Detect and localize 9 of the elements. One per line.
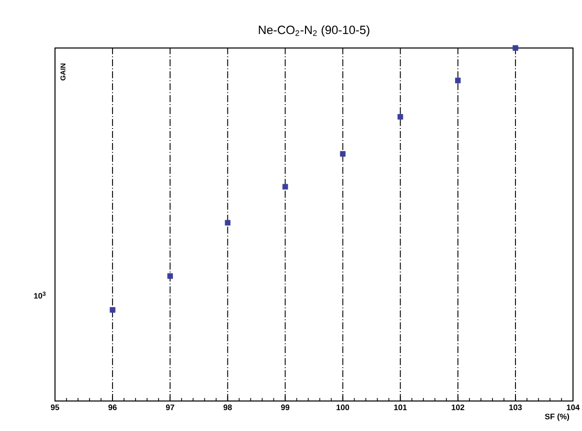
chart-title: Ne-CO$_{2}$-N$_{2}$ (90-10-5) xyxy=(258,25,370,36)
point xyxy=(110,307,116,313)
point xyxy=(398,114,404,120)
point xyxy=(455,78,461,84)
point xyxy=(282,184,288,190)
point xyxy=(512,45,518,51)
point xyxy=(167,273,173,279)
point xyxy=(340,151,346,157)
point xyxy=(224,220,230,226)
